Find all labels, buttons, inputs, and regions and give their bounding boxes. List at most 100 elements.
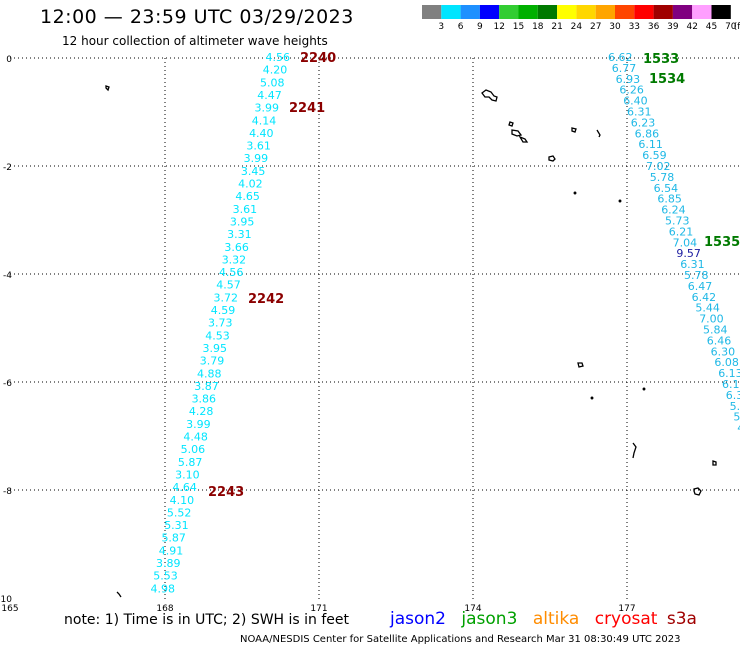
lat-lon-grid <box>10 57 740 600</box>
swh-reading: 6.77 <box>612 62 637 75</box>
scale-label: 6 <box>458 22 464 32</box>
swh-reading: 3.10 <box>175 468 200 481</box>
scale-label: 42 <box>686 22 697 32</box>
swh-reading: 4.88 <box>197 367 222 380</box>
swh-reading: 3.66 <box>224 241 249 254</box>
swh-reading: 6.54 <box>654 182 679 195</box>
swh-reading: 6.59 <box>642 149 667 162</box>
island-shape <box>518 135 529 143</box>
pass-time-labels: 2240 2241 2242 2243 1533 1534 1535 <box>208 51 740 500</box>
swh-reading: 3.99 <box>244 152 269 165</box>
swh-reading: 6.31 <box>627 106 652 119</box>
swh-reading: 6.30 <box>711 345 736 358</box>
latitude-labels: 0 -2 -4 -6 -8 -10 <box>0 55 12 605</box>
swh-reading: 3.72 <box>213 291 238 304</box>
scale-swatch <box>692 5 712 19</box>
scale-swatch <box>595 5 615 19</box>
island-shape <box>590 396 594 400</box>
island-shape <box>508 121 514 127</box>
longitude-label: 174 <box>464 604 481 614</box>
swh-reading: 3.31 <box>227 228 252 241</box>
swh-reading: 5.73 <box>665 215 690 228</box>
footer-note: note: 1) Time is in UTC; 2) SWH is in fe… <box>64 612 350 628</box>
swh-reading: 6.08 <box>714 356 739 369</box>
island-shape <box>693 487 702 496</box>
longitude-label: 165 <box>1 604 18 614</box>
swh-reading: 6.13 <box>718 367 740 380</box>
longitude-label: 177 <box>618 604 635 614</box>
swh-reading: 4.40 <box>249 127 274 140</box>
scale-label: 45 <box>706 22 717 32</box>
scale-unit: (ft) <box>734 22 740 32</box>
scale-label: 33 <box>629 22 640 32</box>
satellite-name: jason3 <box>461 609 518 629</box>
swh-reading: 3.95 <box>230 215 255 228</box>
island-outlines <box>105 85 717 598</box>
latitude-label: -6 <box>3 379 12 389</box>
swh-reading: 5.52 <box>167 506 192 519</box>
scale-swatch <box>518 5 538 19</box>
scale-label: 70 <box>725 22 737 32</box>
scale-label: 3 <box>438 22 444 32</box>
swh-reading: 5.06 <box>181 443 206 456</box>
swh-reading: 6.31 <box>680 258 705 271</box>
swh-reading: 6.21 <box>669 225 694 238</box>
swh-reading: 3.61 <box>246 140 271 153</box>
swh-reading: 4.02 <box>238 178 263 191</box>
swh-reading: 5.53 <box>153 570 178 583</box>
swh-track-east: 6.626.776.936.266.406.316.236.866.116.59… <box>608 51 740 435</box>
swh-reading: 5.87 <box>161 532 186 545</box>
scale-label: 30 <box>609 22 621 32</box>
swh-reading: 7.00 <box>699 313 724 326</box>
swh-reading: 3.45 <box>241 165 266 178</box>
swh-reading: 6.46 <box>707 334 732 347</box>
swh-reading: 4.56 <box>266 51 291 64</box>
swh-reading: 6.42 <box>692 291 717 304</box>
swh-reading: 4.64 <box>172 481 197 494</box>
swh-reading: 6.3 <box>726 389 740 402</box>
swh-reading: 4.98 <box>151 582 176 595</box>
swh-reading: 5.7 <box>730 400 740 413</box>
swh-reading: 3.89 <box>156 557 181 570</box>
island-shape <box>548 155 556 162</box>
swh-reading: 6.85 <box>657 193 682 206</box>
scale-swatch <box>634 5 654 19</box>
latitude-label: -4 <box>3 271 12 281</box>
scale-label: 15 <box>513 22 524 32</box>
swh-track-west: 4.564.205.084.473.994.144.403.613.993.45… <box>151 51 291 595</box>
swh-reading: 4. <box>737 422 740 435</box>
pass-time-label: 2242 <box>248 292 284 307</box>
satellite-name: s3a <box>666 609 697 629</box>
swh-reading: 3.32 <box>222 253 247 266</box>
scale-label: 36 <box>648 22 660 32</box>
swh-reading: 4.65 <box>235 190 260 203</box>
swh-reading: 5.31 <box>164 519 189 532</box>
scale-swatch <box>460 5 480 19</box>
island-shape <box>642 387 646 391</box>
longitude-labels: 165 168 171 174 177 <box>1 604 635 614</box>
page-title: 12:00 — 23:59 UTC 03/29/2023 <box>40 6 354 28</box>
swh-reading: 5.78 <box>684 269 709 282</box>
swh-reading: 3.79 <box>200 355 225 368</box>
swh-reading: 3.99 <box>186 418 211 431</box>
latitude-label: 0 <box>6 55 12 65</box>
island-shape <box>577 362 584 368</box>
island-shape <box>481 89 498 102</box>
scale-label: 12 <box>493 22 504 32</box>
scale-swatch <box>711 5 731 19</box>
latitude-label: -8 <box>3 487 12 497</box>
swh-reading: 3.61 <box>233 203 258 216</box>
swh-reading: 4.53 <box>205 329 230 342</box>
swh-reading: 3.73 <box>208 317 233 330</box>
satellite-name: cryosat <box>594 609 658 629</box>
pass-time-label: 2241 <box>289 101 325 116</box>
island-shape <box>632 442 637 459</box>
satellite-legend: jason2 jason3 altika cryosat s3a <box>390 609 707 629</box>
swh-reading: 4.56 <box>219 266 244 279</box>
swh-reading: 4.10 <box>170 494 195 507</box>
island-shape <box>596 129 601 138</box>
scale-swatch <box>557 5 577 19</box>
longitude-label: 171 <box>310 604 327 614</box>
swh-reading: 6.24 <box>661 204 686 217</box>
